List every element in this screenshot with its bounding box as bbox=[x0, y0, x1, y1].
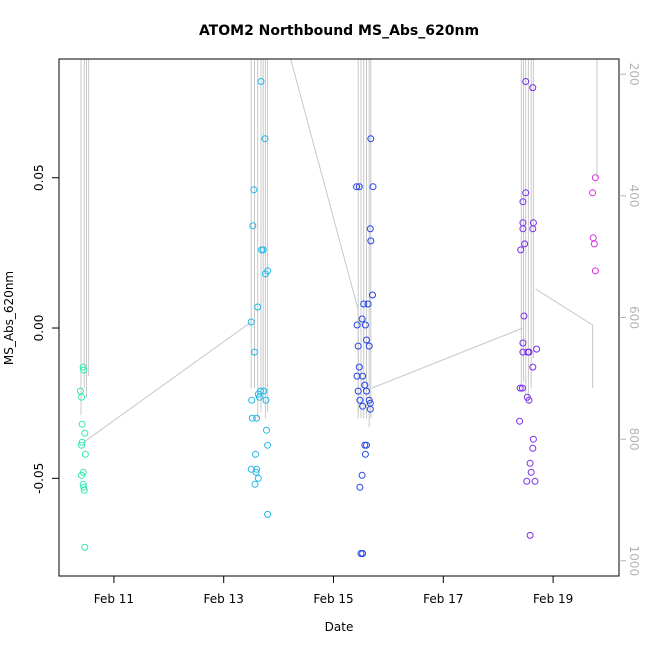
series-group bbox=[354, 136, 376, 557]
data-point bbox=[77, 388, 83, 394]
data-point bbox=[253, 451, 259, 457]
data-point bbox=[79, 421, 85, 427]
y-axis-label: MS_Abs_620nm bbox=[2, 271, 16, 365]
data-point bbox=[532, 478, 538, 484]
y-axis: 0.05 0.00 -0.05 bbox=[32, 164, 59, 493]
y-right-tick-label: 400 bbox=[627, 184, 641, 207]
data-point bbox=[354, 322, 360, 328]
data-point bbox=[524, 478, 530, 484]
data-point bbox=[527, 460, 533, 466]
data-point bbox=[359, 472, 365, 478]
plot-frame bbox=[59, 59, 619, 576]
x-tick-label: Feb 17 bbox=[423, 592, 463, 606]
data-point bbox=[254, 415, 260, 421]
data-point bbox=[517, 418, 523, 424]
y-tick-label: 0.05 bbox=[32, 164, 46, 191]
chart-title: ATOM2 Northbound MS_Abs_620nm bbox=[199, 23, 479, 39]
data-point bbox=[530, 445, 536, 451]
profile-line bbox=[84, 322, 252, 442]
data-point bbox=[265, 442, 271, 448]
profile-line bbox=[291, 59, 359, 412]
data-point bbox=[530, 436, 536, 442]
data-point bbox=[252, 481, 258, 487]
data-point bbox=[264, 427, 270, 433]
data-point bbox=[590, 235, 596, 241]
y-tick-label: 0.00 bbox=[32, 315, 46, 342]
data-point bbox=[249, 397, 255, 403]
profile-line bbox=[372, 328, 523, 388]
x-tick-label: Feb 13 bbox=[204, 592, 244, 606]
data-point bbox=[82, 544, 88, 550]
y-tick-label: -0.05 bbox=[32, 463, 46, 494]
data-point bbox=[518, 247, 524, 253]
y-right-tick-label: 800 bbox=[627, 428, 641, 451]
data-point bbox=[82, 451, 88, 457]
data-point bbox=[362, 451, 368, 457]
y-right-tick-label: 200 bbox=[627, 63, 641, 86]
y-axis-right: 200 400 600 800 1000 bbox=[619, 63, 641, 576]
data-point bbox=[255, 475, 261, 481]
data-point bbox=[265, 511, 271, 517]
profile-line bbox=[536, 289, 593, 388]
data-point bbox=[522, 241, 528, 247]
x-tick-label: Feb 11 bbox=[94, 592, 134, 606]
data-point bbox=[357, 484, 363, 490]
data-point bbox=[592, 268, 598, 274]
y-right-tick-label: 600 bbox=[627, 306, 641, 329]
data-point bbox=[527, 532, 533, 538]
x-axis-label: Date bbox=[325, 620, 354, 634]
x-axis: Feb 11 Feb 13 Feb 15 Feb 17 Feb 19 bbox=[94, 576, 574, 606]
data-point bbox=[251, 187, 257, 193]
series-group bbox=[590, 175, 599, 274]
data-point bbox=[590, 190, 596, 196]
data-point bbox=[591, 241, 597, 247]
data-point bbox=[528, 469, 534, 475]
data-point bbox=[534, 346, 540, 352]
data-points bbox=[77, 79, 598, 557]
chart: ATOM2 Northbound MS_Abs_620nm Feb 11 Feb … bbox=[0, 0, 650, 650]
data-point bbox=[82, 430, 88, 436]
x-tick-label: Feb 19 bbox=[533, 592, 573, 606]
x-tick-label: Feb 15 bbox=[313, 592, 353, 606]
y-right-tick-label: 1000 bbox=[627, 546, 641, 577]
